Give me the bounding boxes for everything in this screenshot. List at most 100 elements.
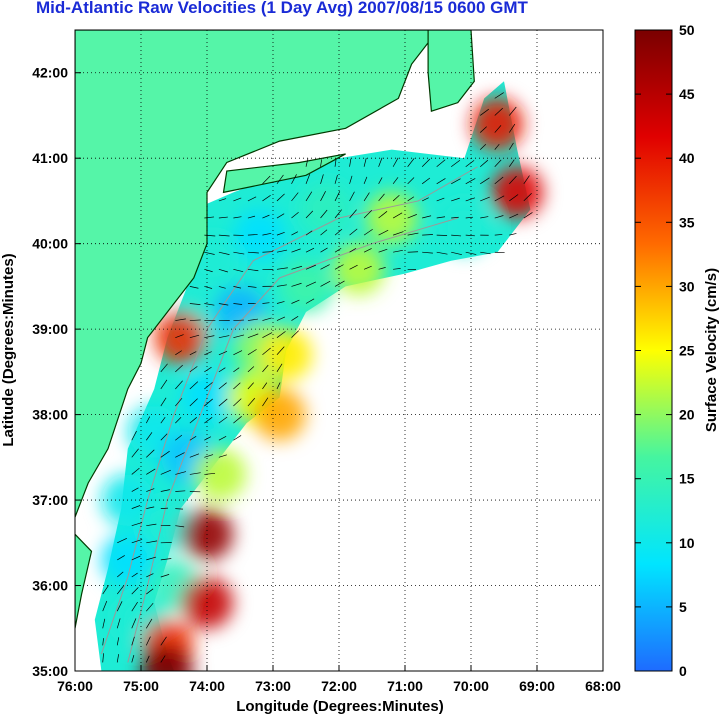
velocity-arrow bbox=[160, 507, 169, 509]
colorbar-tick-label: 50 bbox=[679, 22, 695, 38]
velocity-arrow bbox=[204, 234, 216, 237]
velocity-arrow bbox=[276, 316, 286, 321]
velocity-arrow bbox=[320, 247, 328, 253]
velocity-arrow bbox=[233, 197, 242, 202]
velocity-arrow bbox=[422, 251, 433, 254]
x-tick-label: 70:00 bbox=[453, 678, 489, 694]
velocity-arrow bbox=[421, 177, 431, 185]
velocity-arrow bbox=[175, 397, 183, 407]
velocity-arrow bbox=[218, 286, 226, 289]
velocity-arrow bbox=[189, 472, 201, 475]
velocity-arrow bbox=[175, 508, 183, 510]
speed-cell bbox=[471, 98, 524, 151]
velocity-arrow bbox=[117, 538, 127, 544]
velocity-arrow bbox=[276, 382, 281, 390]
y-tick-label: 39:00 bbox=[32, 321, 68, 337]
velocity-arrow bbox=[465, 216, 474, 219]
velocity-arrow bbox=[480, 108, 489, 116]
velocity-arrow bbox=[451, 234, 462, 237]
velocity-arrow bbox=[508, 142, 514, 150]
velocity-arrow bbox=[218, 435, 227, 441]
x-tick-label: 68:00 bbox=[585, 678, 621, 694]
velocity-arrow bbox=[291, 282, 302, 287]
velocity-arrow bbox=[494, 215, 504, 219]
velocity-arrow bbox=[276, 267, 288, 270]
speed-cell bbox=[260, 328, 313, 381]
colorbar-tick-label: 45 bbox=[679, 86, 695, 102]
velocity-arrow bbox=[145, 618, 153, 629]
velocity-arrow bbox=[262, 232, 272, 236]
velocity-arrow bbox=[247, 349, 257, 356]
land-polygon bbox=[75, 30, 439, 518]
speed-cell bbox=[491, 166, 544, 219]
velocity-arrow bbox=[116, 654, 119, 663]
colorbar-tick-label: 20 bbox=[679, 407, 695, 423]
velocity-arrow bbox=[204, 436, 212, 441]
velocity-arrow bbox=[262, 317, 272, 321]
velocity-arrow bbox=[233, 251, 245, 255]
y-tick-label: 41:00 bbox=[32, 150, 68, 166]
velocity-arrow bbox=[175, 525, 185, 528]
velocity-arrow bbox=[233, 216, 242, 219]
colorbar-tick-label: 30 bbox=[679, 278, 695, 294]
velocity-arrow bbox=[451, 197, 460, 202]
velocity-arrow bbox=[175, 490, 186, 492]
velocity-arrow bbox=[189, 334, 200, 339]
velocity-arrow bbox=[407, 214, 417, 219]
velocity-arrow bbox=[436, 159, 446, 168]
speed-cell bbox=[299, 183, 352, 236]
velocity-arrow bbox=[189, 303, 201, 306]
velocity-arrow bbox=[233, 367, 240, 373]
velocity-arrow bbox=[102, 585, 109, 595]
velocity-arrow bbox=[509, 175, 517, 185]
velocity-arrow bbox=[262, 364, 269, 373]
velocity-arrow bbox=[131, 555, 141, 561]
velocity-arrow bbox=[334, 228, 343, 236]
velocity-arrow bbox=[218, 350, 228, 356]
velocity-arrow bbox=[146, 602, 154, 612]
velocity-arrow bbox=[363, 157, 367, 167]
velocity-arrow bbox=[160, 416, 166, 424]
velocity-arrow bbox=[494, 143, 500, 150]
y-tick-label: 35:00 bbox=[32, 663, 68, 679]
velocity-arrow bbox=[378, 177, 383, 185]
velocity-arrow bbox=[131, 467, 140, 475]
velocity-arrow bbox=[233, 286, 242, 289]
velocity-arrow bbox=[523, 192, 532, 202]
velocity-arrow bbox=[160, 433, 168, 441]
velocity-arrow bbox=[189, 319, 201, 321]
velocity-arrow bbox=[305, 298, 315, 304]
velocity-arrow bbox=[218, 454, 227, 458]
velocity-arrow bbox=[465, 197, 476, 202]
velocity-arrow bbox=[421, 158, 431, 167]
velocity-arrow bbox=[378, 248, 388, 253]
velocity-arrow bbox=[160, 397, 167, 407]
velocity-arrow bbox=[334, 264, 344, 270]
velocity-arrow bbox=[508, 159, 515, 167]
velocity-arrow bbox=[146, 449, 155, 458]
colorbar-tick-label: 15 bbox=[679, 471, 695, 487]
velocity-arrow bbox=[436, 216, 446, 219]
x-tick-label: 72:00 bbox=[321, 678, 357, 694]
velocity-arrow bbox=[218, 367, 226, 373]
velocity-arrow bbox=[131, 505, 141, 509]
y-axis-ticks: 42:00 41:00 40:00 39:00 38:00 37:00 36:00 35:00 bbox=[32, 65, 81, 679]
velocity-arrow bbox=[320, 159, 323, 167]
velocity-arrow bbox=[305, 281, 317, 287]
land-polygon bbox=[222, 153, 346, 194]
velocity-arrow bbox=[320, 229, 328, 236]
x-tick-label: 71:00 bbox=[387, 678, 423, 694]
velocity-arrow bbox=[378, 229, 389, 236]
chart-title: Mid-Atlantic Raw Velocities (1 Day Avg) … bbox=[36, 0, 528, 17]
velocity-arrow bbox=[291, 299, 300, 304]
velocity-arrow bbox=[204, 303, 215, 306]
x-axis-label: Longitude (Degrees:Minutes) bbox=[236, 698, 444, 714]
velocity-arrow bbox=[131, 572, 138, 578]
velocity-arrow bbox=[349, 158, 352, 167]
velocity-arrow bbox=[131, 601, 138, 612]
velocity-arrow bbox=[218, 216, 228, 219]
velocity-arrow bbox=[189, 351, 197, 356]
velocity-arrow bbox=[305, 264, 316, 270]
velocity-arrow bbox=[145, 432, 153, 441]
velocity-arrow bbox=[480, 126, 487, 133]
